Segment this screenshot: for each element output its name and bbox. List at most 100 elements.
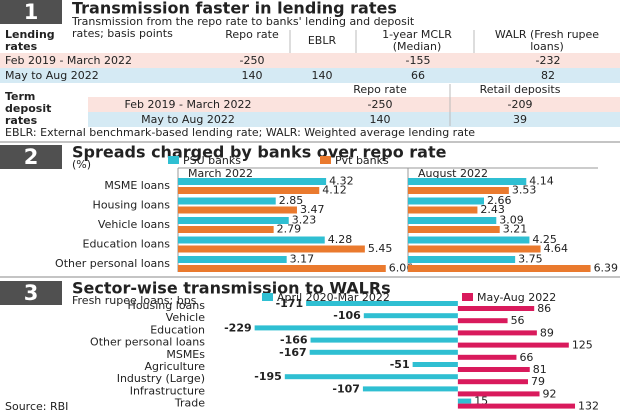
table-cell: 82 — [541, 69, 555, 82]
bar — [408, 265, 591, 272]
category-label: MSMEs — [166, 348, 205, 361]
category-label: Other personal loans — [55, 257, 170, 270]
bar — [408, 206, 478, 214]
legend-swatch — [168, 156, 179, 164]
bar — [457, 342, 569, 348]
category-label: Industry (Large) — [117, 372, 205, 385]
cell-text: Lending rates — [5, 29, 55, 53]
value-label: 3.53 — [512, 184, 537, 197]
cell-text: 1-year MCLR (Median) — [382, 29, 452, 53]
value-label: 3.17 — [290, 253, 315, 266]
category-label: Housing loans — [93, 199, 171, 212]
source: Source: RBI — [5, 400, 68, 413]
subtitle: Transmission from the repo rate to banks… — [72, 16, 415, 40]
bar — [457, 398, 472, 404]
subtitle: Fresh rupee loans; bps — [72, 294, 197, 307]
section-number: 3 — [24, 281, 39, 305]
bar — [408, 256, 516, 263]
bar — [178, 226, 274, 233]
note: EBLR: External benchmark-based lending r… — [5, 126, 475, 139]
value-label: 86 — [537, 302, 551, 315]
value-label: 81 — [533, 363, 547, 376]
bar — [408, 245, 541, 253]
value-label: -107 — [332, 382, 360, 395]
category-label: Infrastructure — [130, 384, 206, 397]
section-number: 2 — [24, 145, 39, 169]
value-label: 4.64 — [544, 242, 569, 255]
section-badge — [0, 145, 62, 169]
bar — [178, 217, 289, 224]
value-label: 125 — [572, 339, 593, 352]
value-label: 2.43 — [480, 203, 505, 216]
bar — [408, 217, 497, 224]
category-label: Vehicle — [166, 311, 206, 324]
value-label: -195 — [254, 370, 282, 383]
bar — [408, 236, 530, 244]
table-cell: -250 — [240, 54, 265, 67]
bar — [306, 301, 458, 306]
panel-title: August 2022 — [418, 167, 488, 180]
value-label: 6.06 — [389, 262, 414, 275]
table-cell: 39 — [513, 113, 527, 126]
value-label: 4.32 — [329, 175, 354, 188]
section-badge — [0, 0, 62, 24]
value-label: 56 — [511, 314, 525, 327]
bar — [408, 187, 509, 194]
bar — [363, 313, 458, 319]
table-cell: 140 — [242, 69, 263, 82]
bar — [408, 197, 484, 205]
category-label: Education — [150, 323, 205, 336]
category-label: Vehicle loans — [98, 218, 170, 231]
category-label: Other personal loans — [90, 336, 205, 349]
table-cell: May to Aug 2022 — [141, 113, 235, 126]
subtitle: (%) — [72, 158, 91, 171]
value-label: 66 — [519, 351, 533, 364]
legend-label: Pvt banks — [335, 154, 389, 167]
value-label: 79 — [531, 375, 545, 388]
bar — [457, 318, 508, 324]
bar — [178, 265, 386, 272]
bar — [362, 386, 458, 392]
value-label: 4.14 — [529, 175, 554, 188]
section-title: Spreads charged by banks over repo rate — [72, 143, 447, 162]
table-cell: 140 — [370, 113, 391, 126]
table-cell: -209 — [508, 98, 533, 111]
section-number: 1 — [24, 0, 39, 24]
bar — [178, 236, 325, 244]
legend-swatch — [462, 293, 473, 301]
bar — [457, 391, 540, 397]
table-header: Retail deposits — [480, 83, 561, 96]
bar — [457, 306, 535, 311]
legend-label: PSU banks — [183, 154, 241, 167]
bar — [457, 354, 517, 360]
table-cell: Feb 2019 - March 2022 — [125, 98, 252, 111]
table-cell: -250 — [368, 98, 393, 111]
category-label: Housing loans — [128, 299, 206, 312]
value-label: -51 — [390, 358, 410, 371]
category-label: Agriculture — [145, 360, 206, 373]
text-box: EBLR — [308, 35, 336, 47]
value-label: -171 — [276, 297, 304, 310]
bar — [457, 367, 530, 372]
value-label: -106 — [333, 309, 361, 322]
legend-swatch — [320, 156, 331, 164]
value-label: 3.47 — [300, 203, 325, 216]
value-label: 3.75 — [518, 253, 543, 266]
row-bg — [88, 112, 620, 127]
text-box: Term deposit rates — [5, 91, 51, 127]
value-label: 6.39 — [594, 262, 619, 275]
legend-swatch — [262, 293, 273, 301]
bar — [178, 197, 276, 205]
table-cell: May to Aug 2022 — [5, 69, 99, 82]
cell-text: Repo rate — [225, 29, 279, 41]
bar — [178, 187, 320, 194]
text-box: 1-year MCLR (Median) — [382, 29, 452, 53]
value-label: 92 — [543, 387, 557, 400]
value-label: 4.28 — [328, 233, 353, 246]
bar — [457, 330, 537, 336]
bar — [412, 362, 458, 367]
legend-label: April 2020-Mar 2022 — [277, 291, 390, 304]
category-label: Education loans — [83, 238, 171, 251]
row-bg — [0, 68, 620, 83]
